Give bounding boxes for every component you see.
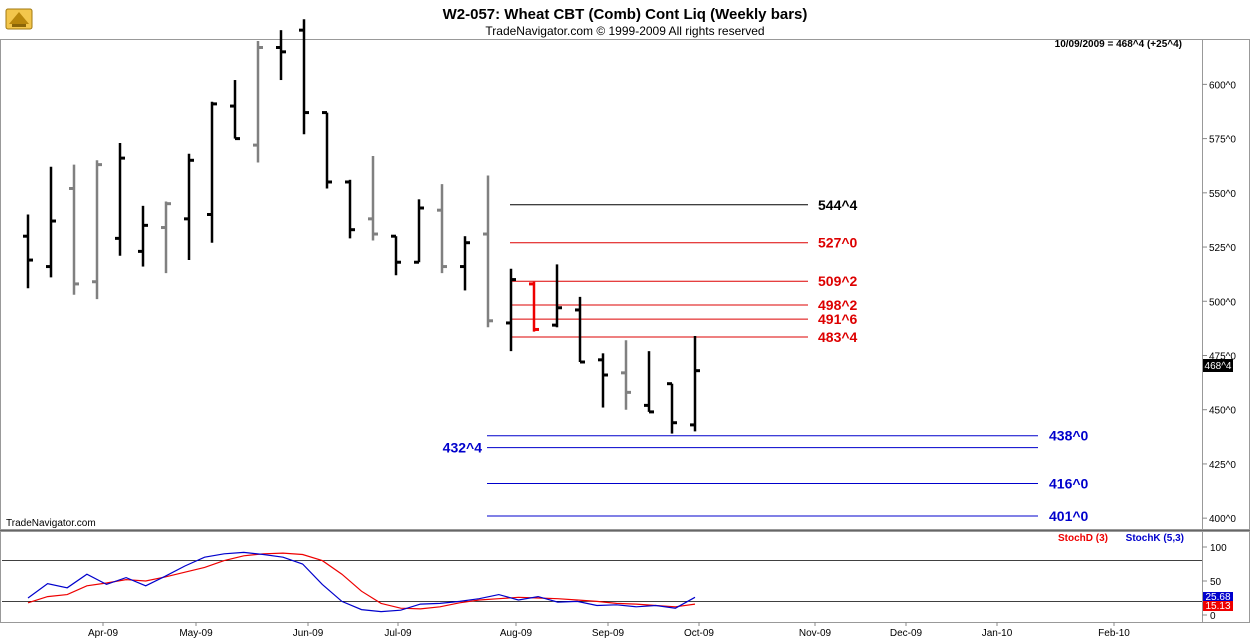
stochd-last-label: 15.13 [1205,601,1230,612]
stochd-line [27,552,696,610]
stochd-last-badge [1203,601,1233,611]
ohlc-bar [506,268,516,352]
stochk-line [27,551,696,613]
month-label: Sep-09 [592,628,625,639]
stoch-tick-label: 100 [1210,543,1227,554]
month-label: Apr-09 [88,628,118,639]
stochk-last-label: 25.68 [1205,592,1230,603]
ohlc-bar [253,41,263,163]
ohlc-bar [115,142,125,256]
ohlc-bar [276,30,286,81]
ohlc-bar [552,264,562,328]
ohlc-bar [92,160,102,300]
month-label: Jul-09 [384,628,412,639]
ohlc-bar [299,19,309,135]
ohlc-bar [529,281,539,332]
x-axis-labels: Apr-09 May-09 Jun-09 Jul-09 Aug-09 Sep-09 Oct-… [88,622,1130,639]
month-label: Nov-09 [799,628,832,639]
price-tick-label: 525^0 [1209,243,1236,254]
month-label: Jun-09 [293,628,324,639]
last-quote-label: 10/09/2009 = 468^4 (+25^4) [1055,39,1182,50]
ohlc-bar [460,236,470,291]
level-label: 498^2 [818,297,858,313]
ohlc-bar [230,80,240,141]
legend-stochd: StochD (3) [1058,533,1108,544]
ohlc-bar [322,111,332,189]
ohlc-bar [69,164,79,295]
ohlc-bar [575,296,585,364]
month-label: Jan-10 [982,628,1013,639]
price-tick-label: 400^0 [1209,514,1236,525]
ohlc-bar [161,201,171,274]
ohlc-bar [23,214,33,289]
level-label: 544^4 [818,197,858,213]
ohlc-bar [46,166,56,278]
logo-icon [5,8,33,30]
main-panel-frame [0,39,1250,530]
level-label: 509^2 [818,273,858,289]
level-label: 483^4 [818,329,858,345]
level-label: 432^4 [443,440,483,456]
ohlc-bar [437,184,447,274]
month-label: Dec-09 [890,628,923,639]
ohlc-bar [667,382,677,434]
price-tick-label: 425^0 [1209,460,1236,471]
price-tick-label: 500^0 [1209,297,1236,308]
ohlc-bar [621,340,631,410]
ohlc-bar [207,101,217,243]
ohlc-bar [368,155,378,241]
ohlc-bar [345,179,355,239]
chart-title: W2-057: Wheat CBT (Comb) Cont Liq (Weekl… [443,6,808,23]
chart-subtitle: TradeNavigator.com © 1999-2009 All right… [485,24,764,38]
ohlc-bar [138,205,148,267]
price-tick-label: 600^0 [1209,80,1236,91]
ohlc-bar [184,153,194,261]
month-label: May-09 [179,628,213,639]
last-price-badge [1203,359,1233,372]
ohlc-bar [690,335,700,432]
ohlc-bar [598,353,608,408]
ohlc-bar [483,175,493,328]
price-bars [23,19,700,434]
price-axis-ticks: 400^0 425^0 450^0 475^0 500^0 525^0 550^0 575^0… [1202,80,1236,525]
watermark-label: TradeNavigator.com [6,518,96,529]
level-label: 527^0 [818,235,858,251]
price-tick-label: 575^0 [1209,135,1236,146]
month-label: Aug-09 [500,628,533,639]
stoch-axis-ticks: 0 50 100 [2,543,1227,622]
ohlc-bar [644,351,654,414]
stoch-tick-label: 0 [1210,611,1216,622]
level-label: 401^0 [1049,508,1089,524]
indicator-panel-frame [0,531,1250,623]
price-tick-label: 450^0 [1209,406,1236,417]
legend-stochk: StochK (5,3) [1126,533,1184,544]
ohlc-bar [391,234,401,276]
price-tick-label: 550^0 [1209,189,1236,200]
level-label: 438^0 [1049,428,1089,444]
stoch-tick-label: 50 [1210,577,1222,588]
stoch-lines [27,551,696,613]
stochk-last-badge [1203,592,1233,602]
level-label: 491^6 [818,311,858,327]
level-label: 416^0 [1049,475,1089,491]
month-label: Feb-10 [1098,628,1130,639]
price-tick-label: 475^0 [1209,351,1236,362]
last-price-label: 468^4 [1205,361,1232,372]
month-label: Oct-09 [684,628,714,639]
ohlc-bar [414,199,424,264]
